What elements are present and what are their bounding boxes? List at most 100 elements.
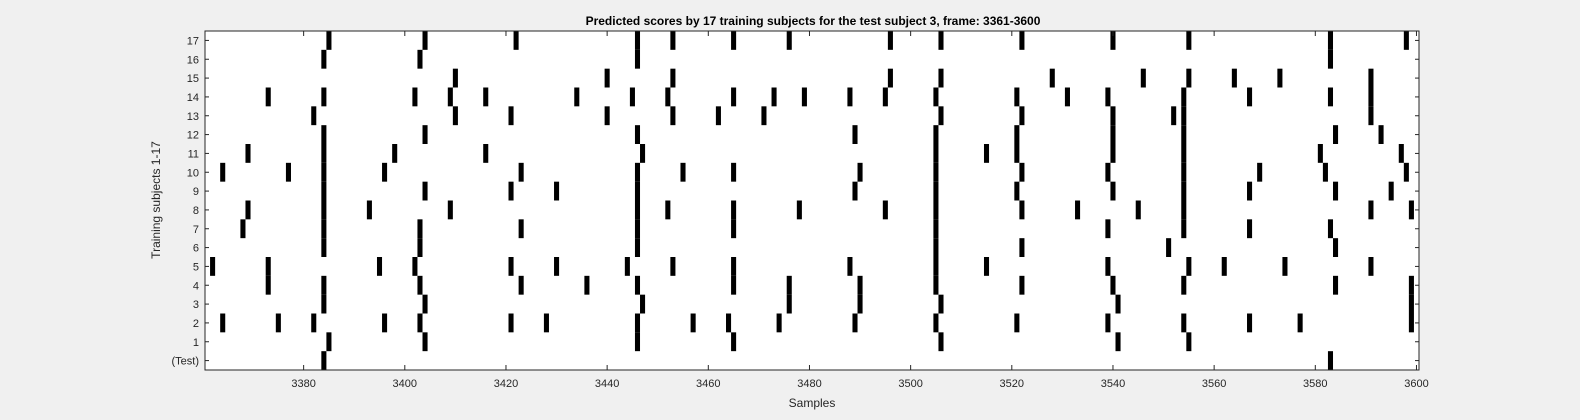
x-tick-label: 3540 <box>1101 378 1125 390</box>
event-mark <box>731 219 737 239</box>
event-mark <box>1368 200 1374 220</box>
event-mark <box>1408 313 1414 333</box>
y-tick-label: 4 <box>193 280 199 292</box>
event-mark <box>554 181 560 201</box>
event-mark <box>483 87 489 107</box>
event-mark <box>1171 106 1177 126</box>
event-mark <box>417 49 423 69</box>
event-mark <box>1297 313 1303 333</box>
event-mark <box>447 200 453 220</box>
event-mark <box>382 162 388 182</box>
event-mark <box>265 87 271 107</box>
event-mark <box>629 87 635 107</box>
event-mark <box>670 31 676 50</box>
event-mark <box>1110 125 1116 144</box>
event-mark <box>1186 68 1192 88</box>
event-mark <box>731 200 737 220</box>
y-tick-label: 6 <box>193 243 199 255</box>
event-mark <box>1166 238 1172 257</box>
event-mark <box>1247 219 1253 239</box>
event-mark <box>604 68 610 88</box>
event-mark <box>1257 162 1263 182</box>
event-mark <box>220 162 226 182</box>
event-mark <box>882 200 888 220</box>
x-tick-label: 3440 <box>595 378 619 390</box>
event-mark <box>1277 68 1283 88</box>
event-mark <box>634 200 641 220</box>
event-mark <box>852 313 858 333</box>
y-tick-label: 5 <box>193 261 199 273</box>
event-mark <box>210 257 216 276</box>
event-mark <box>1014 125 1020 144</box>
event-mark <box>690 313 696 333</box>
plot-border <box>204 30 1420 371</box>
event-mark <box>731 87 737 107</box>
event-mark <box>1333 275 1339 295</box>
plot-area <box>205 31 1419 370</box>
event-mark <box>321 144 327 163</box>
y-tick-label: 1 <box>193 337 199 349</box>
event-mark <box>1247 313 1253 333</box>
y-axis-label: Training subjects 1-17 <box>149 141 163 259</box>
event-mark <box>1019 162 1025 182</box>
event-mark <box>933 181 939 201</box>
event-mark <box>624 257 630 276</box>
x-axis-label: Samples <box>789 396 836 410</box>
event-mark <box>1403 31 1409 50</box>
event-mark <box>604 106 610 126</box>
event-mark <box>1019 238 1025 257</box>
event-mark <box>1135 200 1141 220</box>
event-mark <box>1105 87 1111 107</box>
event-mark <box>1019 275 1025 295</box>
event-mark <box>938 332 944 352</box>
event-mark <box>1282 257 1288 276</box>
event-mark <box>417 313 423 333</box>
event-mark <box>1181 125 1187 144</box>
event-mark <box>933 257 939 276</box>
event-mark <box>670 257 676 276</box>
x-tick-label: 3580 <box>1303 378 1327 390</box>
event-mark <box>933 238 939 257</box>
event-mark <box>1110 275 1116 295</box>
event-mark <box>761 106 767 126</box>
event-mark <box>220 313 226 333</box>
event-mark <box>1186 257 1192 276</box>
event-mark <box>1181 106 1187 126</box>
x-tick-label: 3480 <box>797 378 821 390</box>
event-mark <box>634 125 641 144</box>
event-mark <box>1014 313 1020 333</box>
x-axis: 3380 3400 3420 3440 3460 3480 3500 3520 3540 3560… <box>291 31 1429 390</box>
event-mark <box>321 181 327 201</box>
event-mark <box>665 87 671 107</box>
event-mark <box>417 219 423 239</box>
event-mark <box>801 87 807 107</box>
event-mark <box>422 332 428 352</box>
event-mark <box>933 275 939 295</box>
event-mark <box>1064 87 1070 107</box>
event-mark <box>508 313 514 333</box>
event-mark <box>1110 31 1116 50</box>
event-mark <box>311 106 317 126</box>
event-mark <box>311 313 317 333</box>
event-mark <box>857 162 863 182</box>
event-mark <box>554 257 560 276</box>
x-tick-label: 3500 <box>898 378 922 390</box>
event-mark <box>508 257 514 276</box>
y-tick-label: 7 <box>193 224 199 236</box>
event-mark <box>321 275 327 295</box>
event-mark <box>847 87 853 107</box>
x-tick-label: 3600 <box>1404 378 1428 390</box>
event-mark <box>1327 49 1334 69</box>
y-tick-label: 10 <box>187 167 199 179</box>
y-tick-label: 8 <box>193 205 199 217</box>
event-mark <box>857 275 863 295</box>
event-mark <box>680 162 686 182</box>
event-mark <box>1181 144 1187 163</box>
event-mark <box>634 219 641 239</box>
event-mark <box>715 106 721 126</box>
event-mark <box>1327 351 1334 370</box>
event-mark <box>1181 162 1187 182</box>
event-mark <box>1014 181 1020 201</box>
y-tick-label: 11 <box>188 148 199 160</box>
